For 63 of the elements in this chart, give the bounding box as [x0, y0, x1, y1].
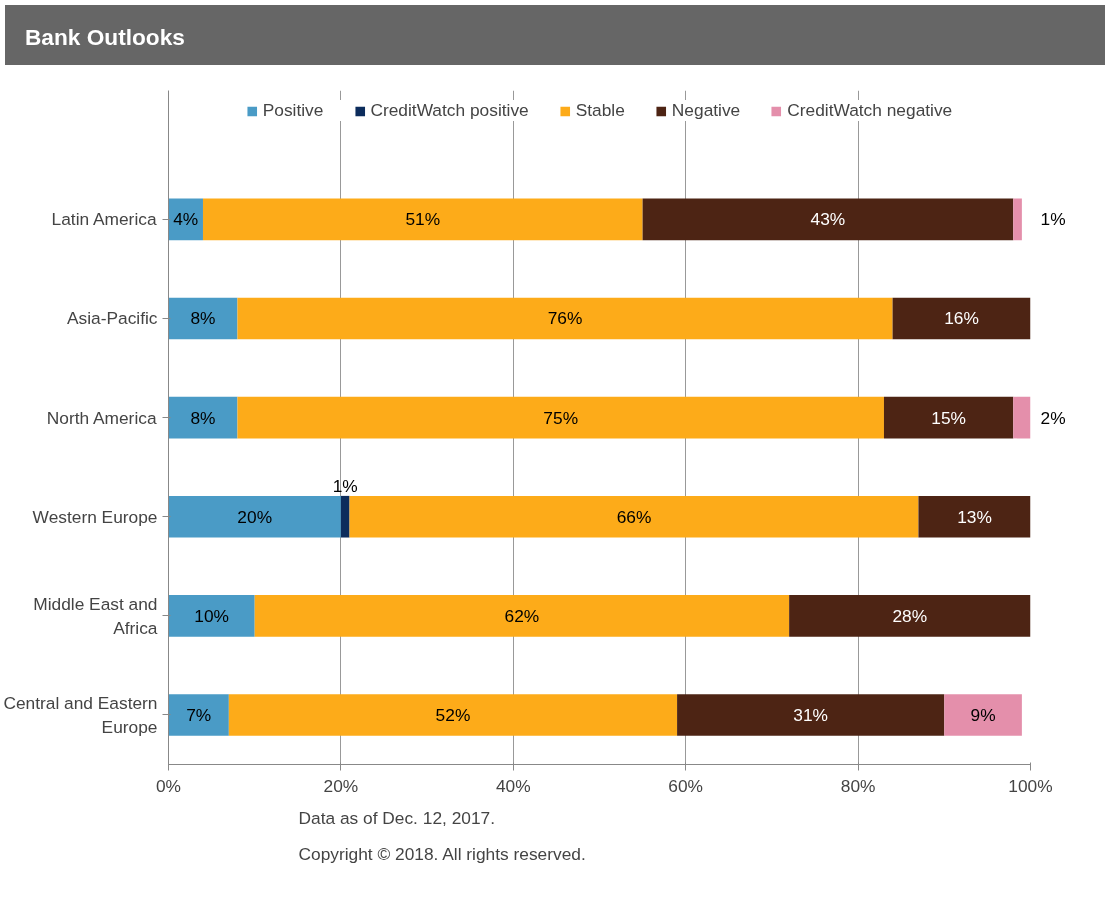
bar: [892, 297, 1031, 340]
data-label: 43%: [810, 209, 846, 230]
bar: [944, 694, 1022, 736]
data-label: 16%: [944, 308, 979, 329]
data-label: 8%: [190, 407, 216, 428]
data-label: 51%: [405, 209, 441, 230]
data-label: 10%: [194, 605, 229, 626]
y-tick-label: Latin America: [51, 209, 157, 230]
bar: [642, 198, 1014, 241]
bar: [677, 694, 945, 736]
legend-label: Positive: [262, 100, 324, 121]
bar: [237, 396, 884, 439]
data-label: 2%: [1040, 407, 1066, 428]
x-tick-label: 100%: [1008, 775, 1053, 796]
x-tick-label: 60%: [668, 775, 704, 796]
bar: [237, 297, 893, 340]
bar: [168, 694, 229, 736]
data-label: 13%: [957, 506, 992, 527]
bar: [254, 595, 790, 637]
x-tick-label: 0%: [155, 775, 182, 796]
data-label: 1%: [1040, 209, 1066, 230]
data-label: 28%: [892, 605, 928, 626]
data-label: 31%: [793, 704, 829, 725]
legend-label: Negative: [671, 100, 741, 121]
data-label: 15%: [931, 407, 966, 428]
x-tick-label: 20%: [323, 775, 359, 796]
bar: [228, 694, 678, 736]
data-label: 8%: [190, 308, 216, 329]
data-label: 20%: [237, 506, 273, 527]
data-label: 1%: [332, 475, 358, 496]
y-tick-label: Central and Eastern Europe: [3, 692, 158, 737]
bar: [883, 396, 1014, 439]
bar: [1013, 198, 1022, 241]
data-label: 62%: [504, 605, 540, 626]
y-tick-label: Western Europe: [32, 506, 158, 527]
data-label: 4%: [173, 209, 199, 230]
data-label: 9%: [970, 704, 996, 725]
bar: [168, 396, 238, 439]
y-tick-label: Middle East and Africa: [33, 593, 158, 638]
chart-title: Bank Outlooks: [25, 23, 185, 52]
data-label: 66%: [616, 506, 652, 527]
y-tick-label: Asia-Pacific: [66, 308, 158, 329]
bar: [789, 595, 1031, 637]
text: Data as of Dec. 12, 2017.: [298, 807, 496, 828]
data-label: 76%: [547, 308, 583, 329]
bar: [168, 495, 341, 538]
bar: [202, 198, 643, 241]
y-tick-label: North America: [46, 407, 157, 428]
data-label: 7%: [186, 704, 212, 725]
legend-label: CreditWatch positive: [370, 100, 529, 121]
x-tick-label: 80%: [840, 775, 876, 796]
x-tick-label: 40%: [495, 775, 531, 796]
text: Copyright © 2018. All rights reserved.: [298, 843, 586, 864]
legend-label: Stable: [575, 100, 625, 121]
legend-label: CreditWatch negative: [787, 100, 953, 121]
bar: [168, 297, 238, 340]
bar: [349, 495, 919, 538]
data-label: 75%: [543, 407, 579, 428]
bar: [340, 495, 350, 538]
bar: [1013, 396, 1031, 439]
data-label: 52%: [435, 704, 471, 725]
bar: [918, 495, 1031, 538]
bar: [168, 595, 255, 637]
